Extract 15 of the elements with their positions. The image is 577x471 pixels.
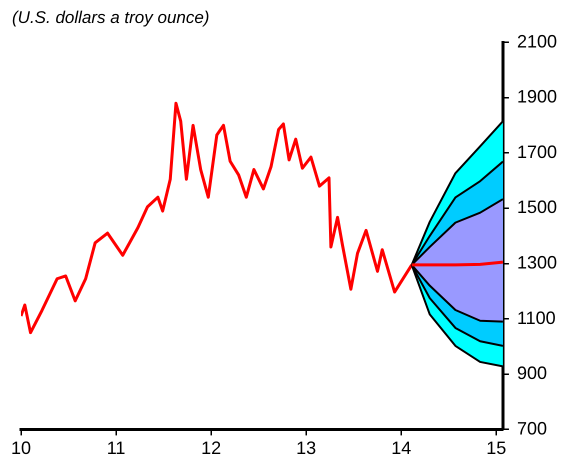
y-tick-label: 1900 <box>516 86 558 107</box>
y-tick-label: 1700 <box>516 142 558 162</box>
x-tick-label: 11 <box>106 438 126 458</box>
y-tick-label: 700 <box>516 418 548 438</box>
x-tick-label: 15 <box>486 438 506 458</box>
chart-subtitle: (U.S. dollars a troy ounce) <box>12 8 210 27</box>
y-tick-label: 1500 <box>516 197 558 218</box>
x-tick-label: 14 <box>391 438 412 458</box>
y-tick-label: 1100 <box>516 308 556 328</box>
y-tick-label: 900 <box>516 363 548 384</box>
y-tick-label: 2100 <box>516 31 558 52</box>
x-tick-label: 12 <box>201 438 222 458</box>
x-tick-label: 10 <box>10 438 32 458</box>
x-tick-label: 13 <box>296 438 316 458</box>
y-tick-label: 1300 <box>516 252 558 273</box>
